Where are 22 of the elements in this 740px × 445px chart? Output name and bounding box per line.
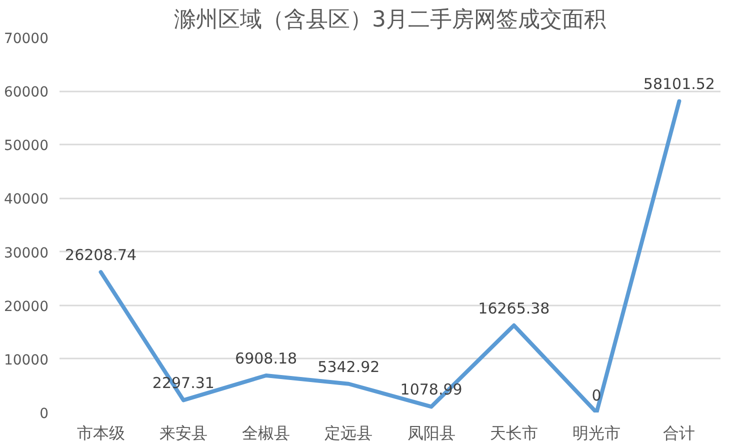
y-tick-label: 70000 (4, 31, 49, 47)
y-tick-label: 40000 (4, 192, 49, 208)
data-label: 26208.74 (65, 246, 137, 264)
y-tick-label: 10000 (4, 352, 49, 368)
x-tick-label: 全椒县 (242, 424, 290, 442)
x-tick-label: 来安县 (159, 424, 208, 442)
data-label: 58101.52 (643, 75, 715, 94)
x-tick-label: 明光市 (572, 424, 621, 442)
chart-title: 滁州区域（含县区）3月二手房网签成交面积 (174, 8, 606, 32)
y-tick-label: 20000 (4, 298, 49, 315)
x-tick-label: 合计 (663, 424, 696, 442)
x-tick-label: 市本级 (76, 424, 125, 442)
data-label: 6908.18 (235, 349, 298, 368)
x-tick-label: 天长市 (490, 424, 538, 442)
y-tick-label: 50000 (4, 138, 49, 154)
data-label: 16265.38 (478, 299, 550, 318)
y-tick-label: 0 (40, 406, 49, 422)
x-tick-label: 定远县 (324, 424, 373, 442)
data-label: 5342.92 (318, 358, 380, 376)
y-tick-label: 60000 (4, 84, 49, 101)
y-tick-label: 30000 (4, 245, 49, 262)
x-tick-label: 凤阳县 (407, 424, 456, 442)
